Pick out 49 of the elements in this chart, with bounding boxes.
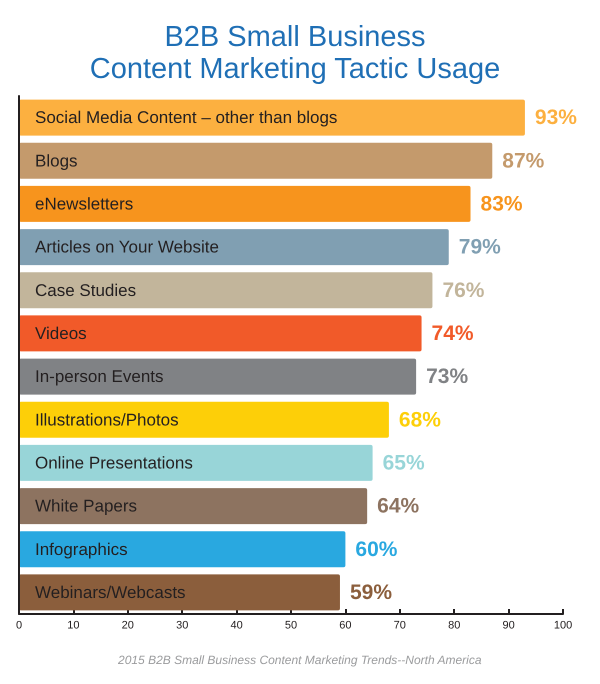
x-tick-label: 0 bbox=[16, 620, 22, 632]
data-label: 83% bbox=[480, 192, 523, 216]
y-tick-label: Videos bbox=[35, 324, 87, 343]
x-tick-label: 30 bbox=[176, 620, 188, 632]
x-tick-label: 60 bbox=[339, 620, 352, 632]
y-tick-label: eNewsletters bbox=[35, 194, 134, 214]
bar bbox=[19, 315, 422, 352]
x-tick-label: 90 bbox=[502, 620, 515, 632]
y-tick-label: Blogs bbox=[35, 151, 78, 170]
y-tick-label: Illustrations/Photos bbox=[35, 410, 179, 430]
y-tick-label: Online Presentations bbox=[35, 453, 193, 472]
data-label: 60% bbox=[355, 538, 398, 561]
data-label: 76% bbox=[442, 278, 485, 302]
y-tick-label: White Papers bbox=[35, 496, 138, 516]
bar bbox=[19, 488, 368, 524]
data-label: 64% bbox=[377, 494, 420, 518]
data-label: 87% bbox=[502, 149, 545, 172]
x-tick-label: 70 bbox=[394, 620, 406, 632]
bar bbox=[19, 272, 432, 308]
y-tick-label: In-person Events bbox=[35, 367, 164, 386]
text: 2015 B2B Small Business Content Marketing Trends--North America bbox=[117, 653, 482, 667]
bar bbox=[19, 358, 416, 395]
y-tick-label: Webinars/Webcasts bbox=[35, 582, 186, 602]
bar bbox=[19, 229, 449, 266]
bar bbox=[19, 444, 373, 481]
y-tick-label: Articles on Your Website bbox=[35, 238, 219, 257]
y-tick-label: Social Media Content – other than blogs bbox=[35, 108, 338, 128]
bar bbox=[19, 186, 471, 222]
chart-title: B2B Small Business Content Marketing Tactic Usage bbox=[90, 21, 500, 85]
data-label: 68% bbox=[398, 408, 442, 432]
x-tick-label: 10 bbox=[67, 620, 80, 632]
data-label: 59% bbox=[350, 580, 392, 604]
x-tick-label: 40 bbox=[230, 620, 243, 632]
bar bbox=[19, 574, 340, 610]
bar bbox=[19, 531, 346, 568]
bar bbox=[19, 142, 492, 179]
bar bbox=[19, 402, 389, 438]
x-tick-label: 50 bbox=[284, 620, 298, 632]
x-tick-label: 20 bbox=[122, 620, 134, 632]
bar bbox=[19, 100, 525, 136]
x-tick-label: 80 bbox=[448, 620, 460, 632]
data-label: 65% bbox=[382, 451, 425, 474]
data-label: 74% bbox=[432, 322, 474, 345]
data-label: 73% bbox=[426, 365, 468, 388]
y-tick-label: Infographics bbox=[35, 540, 128, 559]
data-label: 79% bbox=[458, 236, 502, 259]
data-label: 93% bbox=[534, 106, 578, 130]
x-tick-label: 100 bbox=[554, 620, 572, 632]
y-tick-label: Case Studies bbox=[35, 280, 136, 300]
